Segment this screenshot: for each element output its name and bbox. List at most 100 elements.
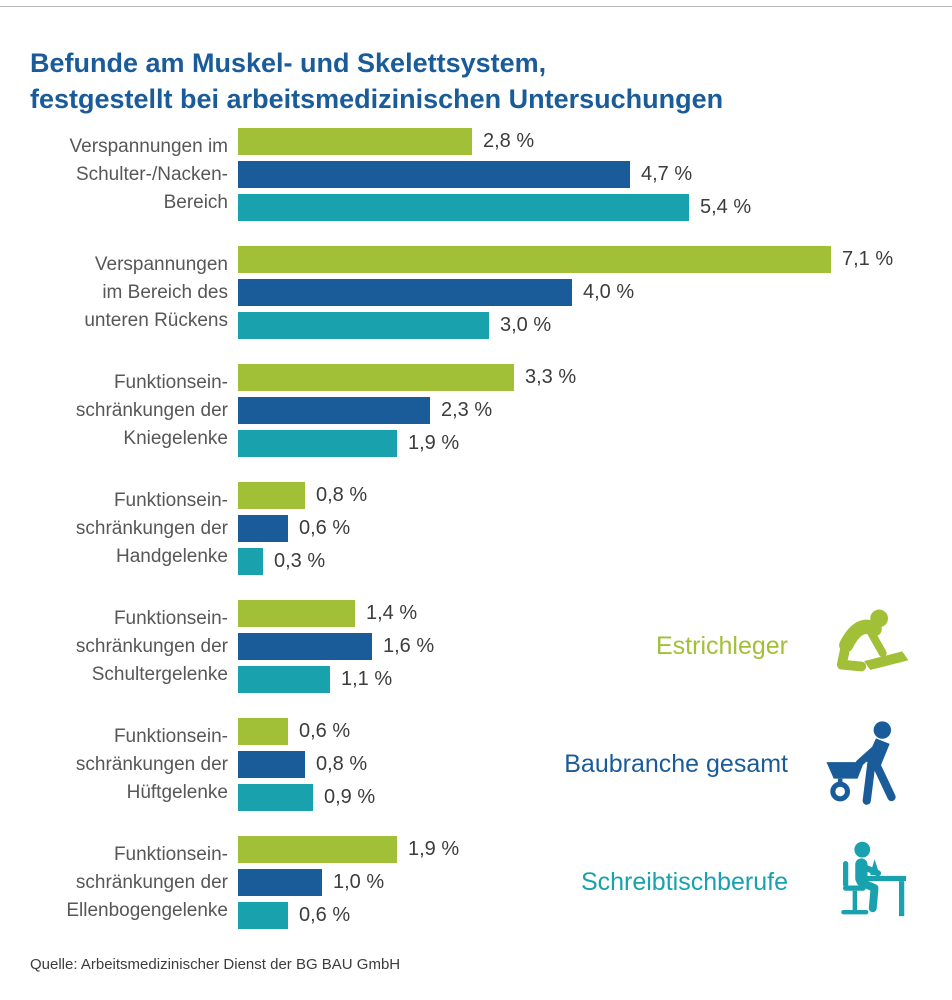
bar-row: 1,1 % (238, 666, 434, 693)
bar-row: 4,7 % (238, 161, 751, 188)
bar-row: 7,1 % (238, 246, 893, 273)
bar-estrichleger (238, 718, 288, 745)
bar-row: 4,0 % (238, 279, 893, 306)
bar-baubranche-gesamt (238, 161, 630, 188)
bar-row: 0,6 % (238, 515, 367, 542)
bar-baubranche-gesamt (238, 515, 288, 542)
bar-estrichleger (238, 836, 397, 863)
bar-row: 3,3 % (238, 364, 576, 391)
category-label: Funktionsein-schränkungen der Kniegelenke (75, 371, 228, 449)
value-label: 0,3 % (274, 550, 326, 572)
chart-groups: Verspannungen im Schulter-/Nacken- Bereich… (12, 128, 893, 929)
value-label: 1,9 % (408, 838, 460, 860)
legend-item-estrichleger: Estrichleger (656, 602, 910, 690)
bar-group: 0,8 % 0,6 % 0,3 % (238, 482, 367, 575)
value-label: 0,6 % (299, 904, 351, 926)
bar-row: 0,8 % (238, 751, 375, 778)
bar-row: 0,6 % (238, 718, 375, 745)
bar-row: 0,3 % (238, 548, 367, 575)
bar-schreibtischberufe (238, 784, 313, 811)
value-label: 1,9 % (408, 432, 460, 454)
grouped-bar-chart: Verspannungen im Schulter-/Nacken- Bereich… (12, 128, 893, 954)
value-label: 1,4 % (366, 602, 418, 624)
bar-estrichleger (238, 600, 355, 627)
bar-group: 1,4 % 1,6 % 1,1 % (238, 600, 434, 693)
value-label: 4,7 % (641, 163, 693, 185)
bar-schreibtischberufe (238, 666, 330, 693)
bar-group: 0,6 % 0,8 % 0,9 % (238, 718, 375, 811)
category-label: Funktionsein-schränkungen der Schultergel… (75, 607, 228, 685)
title-line-1: Befunde am Muskel- und Skelettsystem, (30, 48, 547, 79)
bar-row: 0,6 % (238, 902, 459, 929)
screed-worker-icon (818, 602, 910, 690)
value-label: 3,3 % (525, 366, 577, 388)
bar-row: 1,4 % (238, 600, 434, 627)
title-line-2: festgestellt bei arbeitsmedizinischen Un… (30, 84, 724, 115)
legend-item-baubranche: Baubranche gesamt (564, 720, 910, 808)
desk-worker-icon (818, 838, 910, 926)
value-label: 1,6 % (383, 635, 435, 657)
value-label: 3,0 % (500, 314, 552, 336)
bar-row: 1,9 % (238, 836, 459, 863)
bar-group: 3,3 % 2,3 % 1,9 % (238, 364, 576, 457)
chart-group: Funktionsein-schränkungen der Schultergel… (12, 600, 893, 693)
legend-label-baubranche: Baubranche gesamt (564, 749, 788, 778)
bar-row: 3,0 % (238, 312, 893, 339)
bar-schreibtischberufe (238, 902, 288, 929)
legend-label-estrichleger: Estrichleger (656, 631, 788, 660)
value-label: 0,8 % (316, 753, 368, 775)
category-label: Funktionsein-schränkungen der Handgelenke (75, 489, 228, 567)
bar-row: 2,3 % (238, 397, 576, 424)
bar-schreibtischberufe (238, 548, 263, 575)
bar-baubranche-gesamt (238, 869, 322, 896)
bar-row: 0,9 % (238, 784, 375, 811)
category-label: Funktionsein-schränkungen der Ellenbogeng… (66, 843, 228, 921)
value-label: 4,0 % (583, 281, 635, 303)
bar-schreibtischberufe (238, 194, 689, 221)
legend-label-schreibtisch: Schreibtischberufe (580, 867, 788, 896)
bar-row: 0,8 % (238, 482, 367, 509)
bar-row: 1,9 % (238, 430, 576, 457)
chart-group: Funktionsein-schränkungen der Ellenbogeng… (12, 836, 893, 929)
source-note: Quelle: Arbeitsmedizinischer Dienst der … (30, 956, 401, 973)
value-label: 2,3 % (441, 399, 493, 421)
chart-group: Verspannungen im Schulter-/Nacken- Bereich… (12, 128, 893, 221)
value-label: 0,6 % (299, 517, 351, 539)
bar-row: 1,0 % (238, 869, 459, 896)
value-label: 0,9 % (324, 786, 376, 808)
bar-group: 7,1 % 4,0 % 3,0 % (238, 246, 893, 339)
bar-group: 2,8 % 4,7 % 5,4 % (238, 128, 751, 221)
category-label: Verspannungen im Schulter-/Nacken- Bereich (69, 135, 228, 213)
top-divider (0, 6, 952, 7)
bar-estrichleger (238, 364, 514, 391)
bar-baubranche-gesamt (238, 633, 372, 660)
value-label: 1,0 % (333, 871, 385, 893)
bar-schreibtischberufe (238, 312, 489, 339)
value-label: 0,6 % (299, 720, 351, 742)
chart-group: Funktionsein-schränkungen der Kniegelenke… (12, 364, 893, 457)
chart-group: Verspannungen im Bereich des unteren Rücke… (12, 246, 893, 339)
value-label: 1,1 % (341, 668, 393, 690)
bar-schreibtischberufe (238, 430, 397, 457)
wheelbarrow-worker-icon (818, 720, 910, 808)
bar-row: 2,8 % (238, 128, 751, 155)
category-label: Verspannungen im Bereich des unteren Rücke… (84, 253, 228, 331)
bar-group: 1,9 % 1,0 % 0,6 % (238, 836, 459, 929)
bar-row: 5,4 % (238, 194, 751, 221)
bar-baubranche-gesamt (238, 397, 430, 424)
bar-baubranche-gesamt (238, 279, 572, 306)
bar-estrichleger (238, 128, 472, 155)
chart-group: Funktionsein-schränkungen der Handgelenke… (12, 482, 893, 575)
value-label: 5,4 % (700, 196, 752, 218)
category-label: Funktionsein-schränkungen der Hüftgelenke (75, 725, 228, 803)
value-label: 0,8 % (316, 484, 368, 506)
bar-estrichleger (238, 246, 831, 273)
bar-estrichleger (238, 482, 305, 509)
page-title: Befunde am Muskel- und Skelettsystem, fe… (30, 45, 723, 117)
value-label: 7,1 % (842, 248, 894, 270)
value-label: 2,8 % (483, 130, 535, 152)
chart-group: Funktionsein-schränkungen der Hüftgelenke… (12, 718, 893, 811)
bar-row: 1,6 % (238, 633, 434, 660)
bar-baubranche-gesamt (238, 751, 305, 778)
